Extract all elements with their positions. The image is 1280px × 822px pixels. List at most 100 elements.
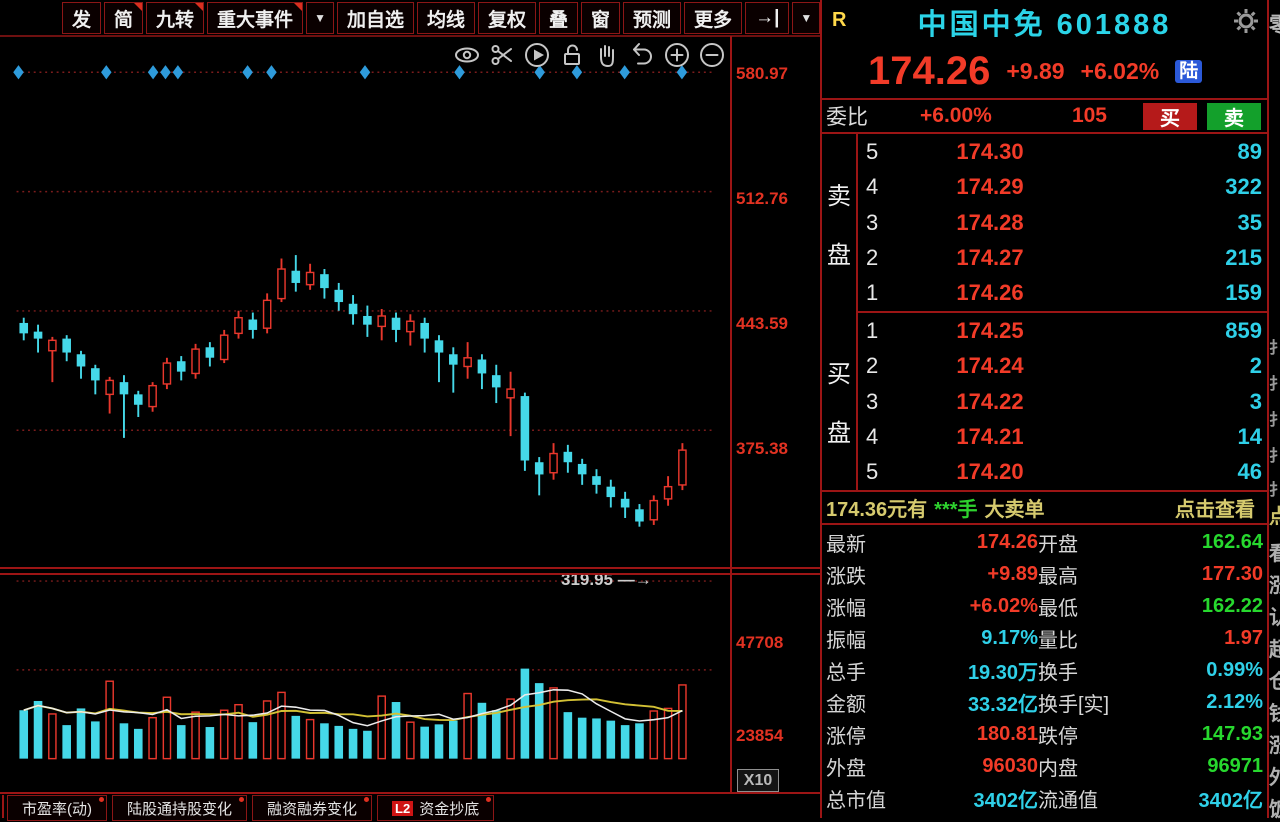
notification-corner bbox=[134, 3, 143, 11]
zoom-in-icon[interactable] bbox=[662, 40, 692, 70]
tab-资金抄底[interactable]: L2 资金抄底 bbox=[377, 795, 495, 821]
lu-stock-connect-badge: 陆 bbox=[1175, 59, 1203, 83]
side-label-char: 盘 bbox=[827, 242, 851, 269]
dropdown-caret-button[interactable]: ▼ bbox=[306, 2, 334, 34]
toolbar-button-→|[interactable]: →| bbox=[745, 2, 790, 34]
toolbar-button-发[interactable]: 发 bbox=[62, 2, 102, 34]
level-index: 1 bbox=[866, 280, 879, 306]
toolbar-button-九转[interactable]: 九转 bbox=[146, 2, 205, 34]
clipped-glyph-fragment: 看 bbox=[1269, 543, 1280, 565]
level-index: 5 bbox=[866, 138, 879, 164]
volume-pane-bottom-border bbox=[0, 792, 822, 794]
bottom-tab-bar: 市盈率(动) 陆股通持股变化 融资融券变化 L2 资金抄底 bbox=[7, 795, 495, 821]
level-volume: 859 bbox=[1225, 317, 1262, 343]
play-icon[interactable] bbox=[522, 40, 552, 70]
stat-value: 177.30 bbox=[1201, 562, 1263, 585]
stat-label: 跌停 bbox=[1038, 725, 1078, 748]
dropdown-caret-button[interactable]: ▼ bbox=[792, 2, 821, 34]
chart-axis-border bbox=[730, 36, 732, 793]
stat-value: 9.17% bbox=[981, 626, 1038, 649]
stat-value: 2.12% bbox=[1206, 690, 1263, 713]
eye-icon[interactable] bbox=[452, 40, 482, 70]
level-index: 2 bbox=[866, 244, 879, 270]
level-index: 2 bbox=[866, 353, 879, 379]
view-details-link[interactable]: 点击查看 bbox=[1175, 499, 1255, 521]
toolbar-button-重大事件[interactable]: 重大事件 bbox=[207, 2, 304, 34]
toolbar-button-复权[interactable]: 复权 bbox=[477, 2, 536, 34]
buy-level-row[interactable]: 2 174.24 2 bbox=[858, 348, 1267, 383]
sell-level-row[interactable]: 1 174.26 159 bbox=[858, 276, 1267, 311]
tab-市盈率(动)[interactable]: 市盈率(动) bbox=[7, 795, 107, 821]
stat-label: 最低 bbox=[1038, 597, 1078, 620]
toolbar-button-窗[interactable]: 窗 bbox=[581, 2, 621, 34]
sell-level-row[interactable]: 4 174.29 322 bbox=[858, 169, 1267, 204]
sell-levels: 5 174.30 89 4 174.29 322 3 174.28 35 2 174.27 215 1 1… bbox=[858, 134, 1267, 313]
message-hands-part: ***手 bbox=[934, 499, 978, 521]
level-volume: 14 bbox=[1237, 423, 1262, 449]
buy-level-row[interactable]: 1 174.25 859 bbox=[858, 313, 1267, 348]
tab-alert-dot bbox=[364, 797, 370, 802]
zoom-out-icon[interactable] bbox=[697, 40, 727, 70]
stat-label: 开盘 bbox=[1038, 533, 1078, 556]
sell-button[interactable]: 卖 bbox=[1207, 102, 1261, 130]
level-price: 174.28 bbox=[956, 209, 1024, 235]
level-volume: 35 bbox=[1237, 209, 1262, 235]
tab-label: 陆股通持股变化 bbox=[127, 800, 233, 818]
order-book: 卖盘 买盘 5 174.30 89 4 174.29 322 3 174.28 35 2 174.2… bbox=[822, 134, 1267, 492]
toolbar-button-均线[interactable]: 均线 bbox=[416, 2, 475, 34]
kline-chart[interactable] bbox=[0, 36, 730, 798]
side-label-char: 卖 bbox=[827, 183, 851, 210]
level-volume: 159 bbox=[1225, 280, 1262, 306]
level-volume: 89 bbox=[1237, 138, 1262, 164]
toolbar-button-更多[interactable]: 更多 bbox=[684, 2, 743, 34]
buy-level-row[interactable]: 5 174.20 46 bbox=[858, 455, 1267, 490]
level-index: 4 bbox=[866, 423, 879, 449]
sell-level-row[interactable]: 3 174.28 35 bbox=[858, 205, 1267, 240]
volume-axis-label: 47708 bbox=[736, 633, 784, 652]
clipped-glyph-fragment: 扌 bbox=[1269, 340, 1280, 357]
side-label-char: 盘 bbox=[827, 420, 851, 447]
last-price: 174.26 bbox=[868, 49, 991, 93]
volume-multiplier-label: X10 bbox=[737, 769, 779, 792]
sell-level-row[interactable]: 2 174.27 215 bbox=[858, 240, 1267, 275]
tab-融资融券变化[interactable]: 融资融券变化 bbox=[252, 795, 373, 821]
price-change: +9.89 bbox=[1006, 57, 1065, 84]
toolbar-button-预测[interactable]: 预测 bbox=[623, 2, 682, 34]
scissors-icon[interactable] bbox=[487, 40, 517, 70]
buy-level-row[interactable]: 4 174.21 14 bbox=[858, 419, 1267, 454]
sell-level-row[interactable]: 5 174.30 89 bbox=[858, 134, 1267, 169]
toolbar-button-简[interactable]: 简 bbox=[104, 2, 144, 34]
stat-label: 总市值 bbox=[826, 789, 886, 812]
price-axis-label: 375.38 bbox=[736, 439, 788, 458]
toolbar-button-叠[interactable]: 叠 bbox=[539, 2, 579, 34]
undo-icon[interactable] bbox=[627, 40, 657, 70]
level-volume: 322 bbox=[1225, 174, 1262, 200]
buy-level-row[interactable]: 3 174.22 3 bbox=[858, 384, 1267, 419]
stat-label: 换手[实] bbox=[1038, 693, 1110, 716]
stat-value: 180.81 bbox=[976, 722, 1038, 745]
notification-corner bbox=[294, 3, 303, 11]
hand-icon[interactable] bbox=[592, 40, 622, 70]
stat-value: +9.89 bbox=[987, 562, 1038, 585]
level-volume: 3 bbox=[1249, 388, 1262, 414]
tab-label: 融资融券变化 bbox=[267, 800, 358, 818]
gear-icon[interactable] bbox=[1233, 8, 1259, 34]
level-price: 174.22 bbox=[956, 388, 1024, 414]
main-toolbar: 发简九转 重大事件 ▼ 加自选 均线 复权叠窗预测 更多 →| ▼ bbox=[62, 2, 821, 34]
tab-alert-dot bbox=[99, 797, 104, 802]
price-change-percent: +6.02% bbox=[1080, 57, 1160, 84]
toolbar-button-加自选[interactable]: 加自选 bbox=[336, 2, 414, 34]
stat-value: 96030 bbox=[982, 754, 1038, 777]
unlock-icon[interactable] bbox=[557, 40, 587, 70]
stat-value: 1.97 bbox=[1224, 626, 1263, 649]
tab-陆股通持股变化[interactable]: 陆股通持股变化 bbox=[112, 795, 248, 821]
pane-divider-2 bbox=[0, 573, 822, 575]
level-price: 174.24 bbox=[956, 353, 1024, 379]
stat-label: 涨跌 bbox=[826, 565, 866, 588]
tab-label: 资金抄底 bbox=[419, 800, 480, 818]
screen-right-border bbox=[1267, 0, 1269, 818]
buy-button[interactable]: 买 bbox=[1143, 102, 1197, 130]
stat-label: 振幅 bbox=[826, 629, 866, 652]
clipped-glyph-fragment: 仓 bbox=[1269, 671, 1280, 693]
stat-label: 涨幅 bbox=[826, 597, 866, 620]
